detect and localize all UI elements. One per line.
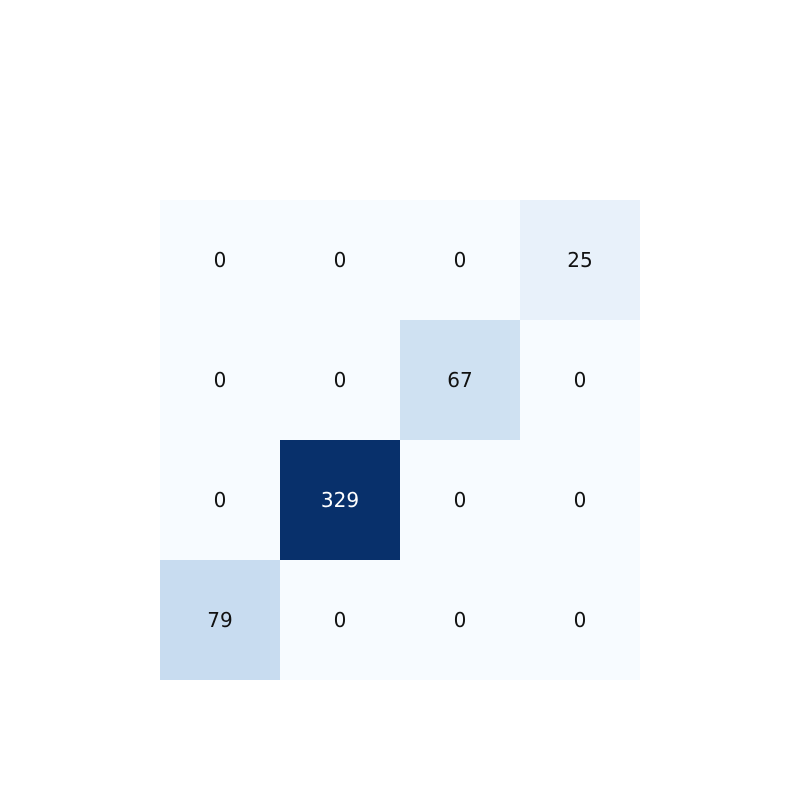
heatmap-cell-r2-c3 (520, 440, 640, 560)
heatmap-cell-r3-c2 (400, 560, 520, 680)
heatmap-cell-label-r3-c0: 79 (207, 608, 232, 632)
heatmap-cell-label-r0-c0: 0 (214, 248, 227, 272)
heatmap-cell-r1-c0 (160, 320, 280, 440)
heatmap-cell-r2-c1 (280, 440, 400, 560)
heatmap-cell-label-r3-c1: 0 (334, 608, 347, 632)
heatmap-cell-r3-c3 (520, 560, 640, 680)
heatmap-cell-r1-c3 (520, 320, 640, 440)
heatmap-cell-label-r1-c1: 0 (334, 368, 347, 392)
heatmap-cell-r0-c0 (160, 200, 280, 320)
heatmap-cell-label-r2-c2: 0 (454, 488, 467, 512)
heatmap-cell-label-r1-c0: 0 (214, 368, 227, 392)
heatmap-cell-label-r2-c0: 0 (214, 488, 227, 512)
heatmap-cell-labels: 0 0 0 25 0 0 67 0 0 329 0 0 79 0 0 0 (207, 248, 592, 632)
heatmap-cell-label-r2-c1: 329 (321, 488, 359, 512)
heatmap-cells (160, 200, 640, 680)
heatmap-cell-label-r1-c2: 67 (447, 368, 472, 392)
heatmap-cell-r2-c0 (160, 440, 280, 560)
heatmap-cell-label-r0-c3: 25 (567, 248, 592, 272)
heatmap-cell-label-r1-c3: 0 (574, 368, 587, 392)
heatmap-cell-r1-c1 (280, 320, 400, 440)
heatmap-cell-label-r0-c2: 0 (454, 248, 467, 272)
heatmap-cell-r0-c2 (400, 200, 520, 320)
heatmap-cell-r3-c1 (280, 560, 400, 680)
heatmap-cell-label-r2-c3: 0 (574, 488, 587, 512)
heatmap-cell-r3-c0 (160, 560, 280, 680)
heatmap-cell-label-r0-c1: 0 (334, 248, 347, 272)
heatmap-cell-label-r3-c3: 0 (574, 608, 587, 632)
heatmap-cell-r0-c3 (520, 200, 640, 320)
heatmap-cell-r2-c2 (400, 440, 520, 560)
heatmap-cell-r0-c1 (280, 200, 400, 320)
heatmap-cell-r1-c2 (400, 320, 520, 440)
heatmap-cell-label-r3-c2: 0 (454, 608, 467, 632)
